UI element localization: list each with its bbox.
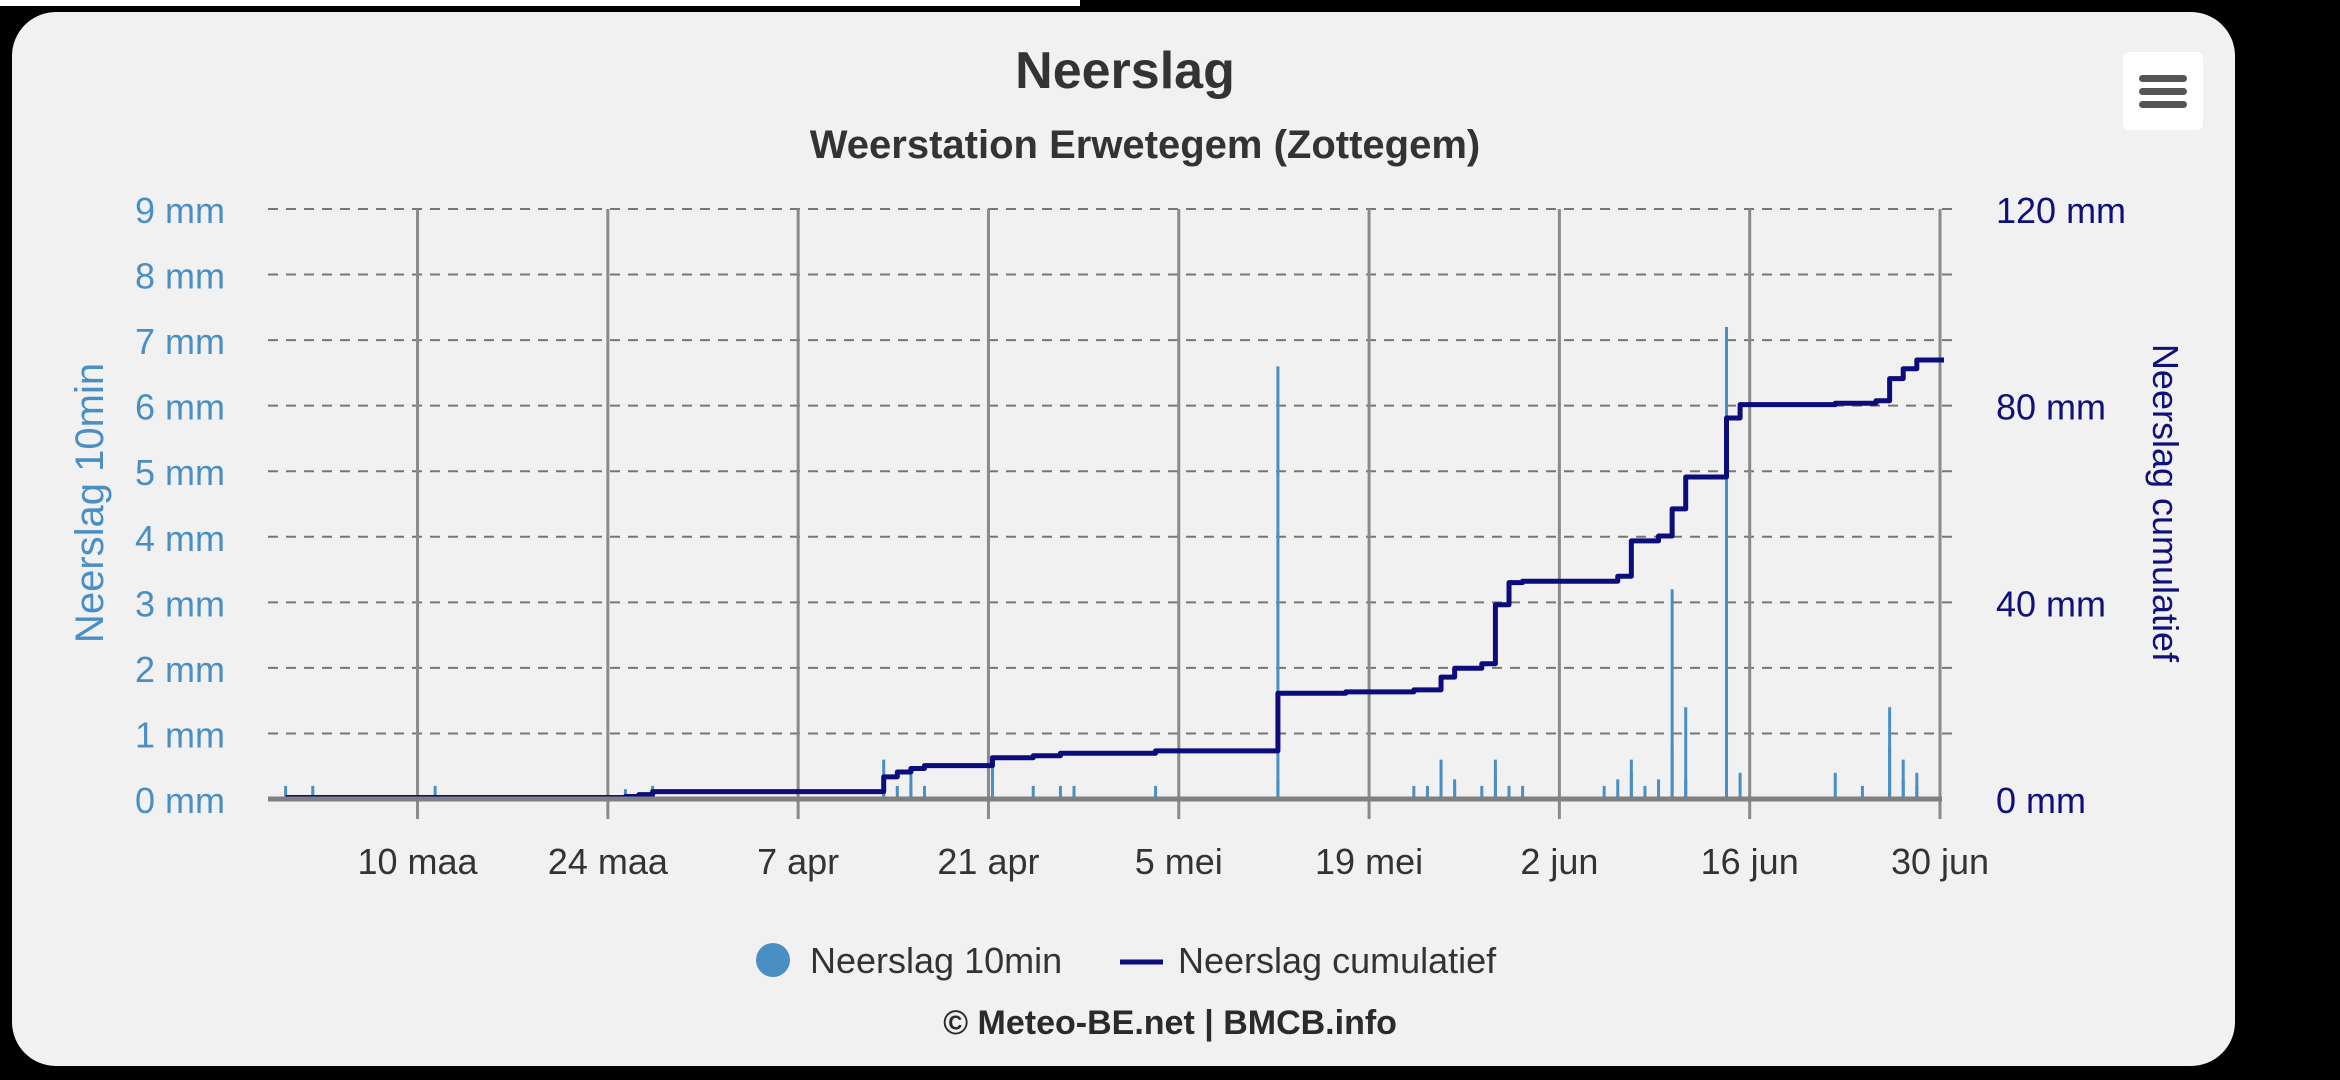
y-left-tick-label: 9 mm [135,190,225,231]
bar-mark [1521,785,1525,799]
chart-subtitle: Weerstation Erwetegem (Zottegem) [810,123,1481,167]
hamburger-menu-icon-bar [2139,100,2187,108]
bar-mark [1657,779,1661,799]
status-strip [0,0,1080,6]
y-left-tick-label: 3 mm [135,583,225,624]
bar-mark [990,766,994,799]
bar-mark [1684,779,1688,799]
x-tick-label: 24 maa [548,841,669,882]
bar-mark [1425,785,1429,799]
bar-mark [1276,366,1280,799]
y-right-tick-label: 80 mm [1996,387,2106,428]
credits: © Meteo-BE.net | BMCB.info [943,1004,1397,1042]
bar-mark [1439,759,1443,799]
y-axis-right-ticks: 0 mm 40 mm 80 mm 120 mm [1996,190,2126,821]
series-neerslag-cumulatief [285,357,1944,801]
x-tick-label: 2 jun [1520,841,1598,882]
y-left-tick-label: 8 mm [135,256,225,297]
series-neerslag-10min [284,327,1919,799]
legend-label-neerslag-10min: Neerslag 10min [810,940,1062,981]
bar-mark [1738,772,1742,799]
bar-mark [311,785,315,799]
x-tick-label: 7 apr [757,841,839,882]
bar-mark [1670,589,1674,799]
bar-mark [1031,785,1035,799]
bar-mark [1602,785,1606,799]
y-left-tick-label: 5 mm [135,452,225,493]
hamburger-menu-icon-bar [2139,87,2187,95]
legend-circle-icon [756,943,790,977]
y-right-tick-label: 0 mm [1996,780,2086,821]
y-left-tick-label: 4 mm [135,518,225,559]
x-tick-label: 10 maa [357,841,478,882]
y-axis-right-label: Neerslag cumulatief [2145,344,2186,663]
bar-mark [895,785,899,799]
vertical-gridlines [416,209,1942,819]
y-left-tick-label: 7 mm [135,321,225,362]
bar-mark [1412,785,1416,799]
bar-mark [1901,779,1905,799]
bar-mark [1072,785,1076,799]
bar-mark [1507,785,1511,799]
bar-mark [922,785,926,799]
bar-mark [1860,785,1864,799]
horizontal-gridlines [268,208,1960,735]
y-left-tick-label: 0 mm [135,780,225,821]
legend-item-neerslag-cumulatief[interactable]: Neerslag cumulatief [1120,940,1497,981]
bar-mark [1276,779,1280,799]
y-axis-left-ticks: 0 mm 1 mm 2 mm 3 mm 4 mm 5 mm 6 mm 7 mm 8 mm 9 mm [135,190,225,821]
y-right-tick-label: 40 mm [1996,583,2106,624]
x-tick-label: 21 apr [937,841,1039,882]
bar-mark [1888,746,1892,799]
cumulative-line [285,357,1944,801]
bar-mark [433,785,437,799]
legend-label-neerslag-cumulatief: Neerslag cumulatief [1178,940,1497,981]
x-axis-ticks: 10 maa 24 maa 7 apr 21 apr 5 mei 19 mei 2 jun 1… [357,841,1989,882]
y-left-tick-label: 2 mm [135,649,225,690]
chart-title: Neerslag [1015,42,1235,100]
y-axis-left-label: Neerslag 10min [68,363,112,643]
bar-mark [1493,759,1497,799]
x-tick-label: 30 jun [1891,841,1989,882]
bar-mark [1725,779,1729,799]
bar-mark [1915,785,1919,799]
legend-item-neerslag-10min[interactable]: Neerslag 10min [756,940,1062,981]
y-right-tick-label: 120 mm [1996,190,2126,231]
y-left-tick-label: 6 mm [135,387,225,428]
bar-mark [1684,707,1688,799]
x-tick-label: 19 mei [1315,841,1423,882]
x-tick-label: 16 jun [1701,841,1799,882]
bar-mark [1629,772,1633,799]
legend: Neerslag 10min Neerslag cumulatief [756,940,1497,981]
bar-mark [1616,779,1620,799]
chart-menu-button[interactable] [2123,52,2203,130]
bar-mark [1453,785,1457,799]
bar-mark [1670,746,1674,799]
bar-mark [909,785,913,799]
x-tick-label: 5 mei [1135,841,1223,882]
bar-mark [1725,327,1729,799]
bar-mark [1643,785,1647,799]
bar-mark [1058,785,1062,799]
y-left-tick-label: 1 mm [135,714,225,755]
bar-mark [1154,785,1158,799]
bar-mark [1480,785,1484,799]
hamburger-menu-icon [2139,74,2187,82]
chart-card [12,12,2235,1066]
bar-mark [284,785,288,799]
bar-mark [1833,772,1837,799]
